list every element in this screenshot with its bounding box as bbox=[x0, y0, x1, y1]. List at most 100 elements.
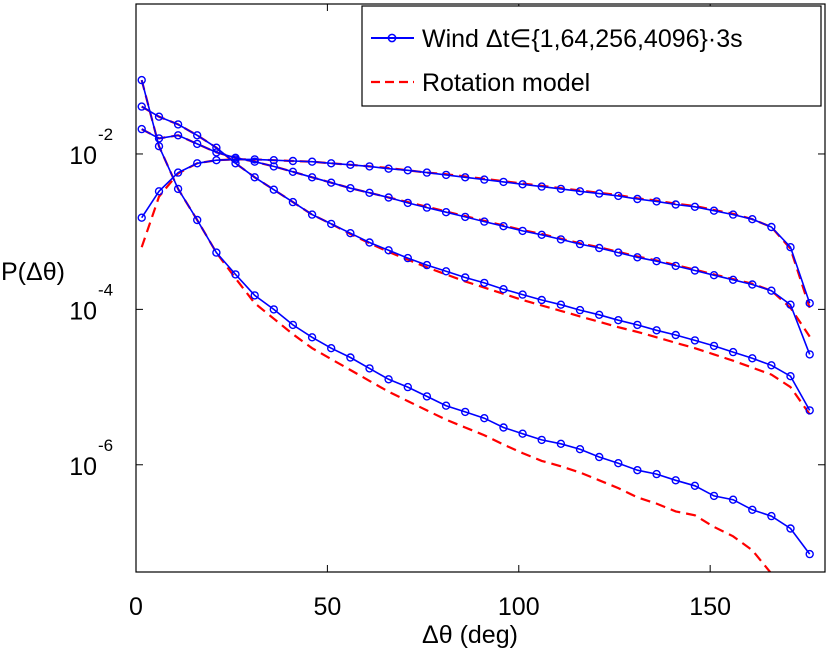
wind-data-point bbox=[422, 392, 432, 401]
wind-data-point bbox=[173, 184, 183, 194]
wind-data-point bbox=[480, 217, 489, 226]
wind-data-point bbox=[518, 290, 527, 299]
series-wind-t-4096-3s bbox=[137, 155, 814, 308]
wind-data-point bbox=[269, 305, 278, 314]
wind-data-point bbox=[422, 260, 432, 270]
wind-data-point bbox=[652, 326, 661, 335]
x-tick-label: 50 bbox=[313, 593, 341, 621]
wind-data-point bbox=[671, 200, 680, 209]
series-rotation-model-t-1-3s bbox=[140, 79, 772, 572]
wind-data-point bbox=[384, 193, 393, 202]
x-tick-label: 0 bbox=[129, 593, 143, 621]
wind-data-point bbox=[767, 222, 776, 232]
wind-data-point bbox=[137, 124, 146, 134]
wind-data-point bbox=[346, 228, 355, 238]
wind-data-point bbox=[614, 191, 623, 201]
wind-data-point bbox=[269, 162, 278, 171]
wind-data-point bbox=[767, 361, 776, 370]
wind-data-point bbox=[212, 248, 221, 257]
wind-data-point bbox=[499, 177, 508, 187]
x-tick-label: 150 bbox=[689, 593, 731, 621]
wind-data-point bbox=[595, 452, 604, 462]
wind-data-point bbox=[403, 253, 412, 263]
wind-data-point bbox=[728, 347, 738, 357]
wind-data-point bbox=[461, 173, 470, 182]
wind-data-point bbox=[595, 243, 604, 253]
wind-data-point bbox=[518, 226, 527, 236]
wind-data-point bbox=[671, 330, 680, 340]
wind-data-point bbox=[805, 350, 814, 359]
wind-data-point bbox=[192, 159, 202, 168]
wind-data-point bbox=[269, 185, 278, 194]
wind-data-point bbox=[307, 210, 317, 219]
wind-data-point bbox=[288, 156, 298, 166]
wind-data-point bbox=[805, 406, 814, 415]
wind-data-point bbox=[671, 261, 680, 271]
wind-data-point bbox=[441, 267, 451, 276]
wind-data-point bbox=[595, 310, 604, 319]
wind-data-point bbox=[441, 170, 451, 180]
y-tick-label-base: 10 bbox=[69, 142, 97, 170]
wind-data-point bbox=[575, 239, 585, 249]
wind-data-point bbox=[441, 207, 451, 217]
wind-data-point bbox=[365, 188, 374, 198]
wind-data-point bbox=[575, 187, 585, 196]
wind-data-point bbox=[192, 139, 202, 149]
wind-data-point bbox=[652, 257, 661, 266]
plot-frame bbox=[135, 3, 826, 573]
series-wind-t-64-3s bbox=[137, 102, 814, 415]
legend-wind-label: Wind Δt∈{1,64,256,4096}·3s bbox=[422, 25, 743, 53]
y-axis-label: P(Δθ) bbox=[1, 258, 65, 286]
wind-data-point bbox=[595, 189, 604, 198]
wind-data-point bbox=[728, 495, 738, 504]
wind-data-point bbox=[633, 194, 642, 204]
wind-data-point bbox=[422, 168, 432, 177]
wind-data-point bbox=[384, 246, 393, 255]
wind-data-point bbox=[748, 505, 757, 514]
wind-data-point bbox=[709, 206, 719, 215]
wind-data-point bbox=[365, 364, 374, 373]
wind-data-point bbox=[327, 159, 336, 168]
wind-data-point bbox=[288, 197, 298, 207]
wind-data-point bbox=[154, 187, 164, 196]
wind-data-point bbox=[173, 120, 183, 129]
wind-data-point bbox=[614, 248, 623, 257]
wind-data-point bbox=[461, 273, 470, 282]
wind-data-point bbox=[537, 295, 546, 305]
wind-data-point bbox=[748, 354, 757, 363]
wind-data-point bbox=[192, 215, 202, 225]
wind-data-point bbox=[346, 160, 355, 170]
wind-data-point bbox=[384, 164, 393, 173]
wind-data-point bbox=[307, 333, 317, 342]
wind-data-point bbox=[384, 375, 393, 384]
wind-data-point bbox=[633, 253, 642, 262]
wind-data-point bbox=[365, 238, 374, 247]
wind-data-point bbox=[137, 213, 146, 222]
wind-data-point bbox=[250, 155, 259, 164]
wind-data-point bbox=[250, 291, 259, 300]
x-tick-label: 100 bbox=[498, 593, 540, 621]
wind-data-point bbox=[728, 275, 738, 284]
wind-data-point bbox=[422, 203, 432, 212]
wind-data-point bbox=[212, 155, 221, 165]
wind-data-point bbox=[537, 182, 546, 191]
legend-box bbox=[361, 5, 822, 107]
wind-data-point bbox=[137, 102, 146, 111]
wind-data-point bbox=[499, 285, 508, 294]
wind-data-point bbox=[250, 173, 259, 182]
wind-data-point bbox=[441, 401, 451, 410]
y-tick-label-base: 10 bbox=[69, 297, 97, 325]
wind-data-point bbox=[288, 320, 298, 330]
wind-data-point bbox=[499, 221, 508, 231]
wind-data-point bbox=[461, 407, 470, 417]
wind-data-point bbox=[403, 166, 412, 175]
legend-wind-marker bbox=[387, 33, 397, 43]
wind-data-point bbox=[805, 549, 814, 559]
wind-data-point bbox=[690, 481, 700, 490]
wind-data-point bbox=[652, 197, 661, 206]
wind-data-point bbox=[786, 372, 795, 381]
y-tick-label-base: 10 bbox=[69, 453, 97, 481]
wind-data-point bbox=[556, 439, 566, 448]
wind-data-point bbox=[307, 157, 317, 166]
